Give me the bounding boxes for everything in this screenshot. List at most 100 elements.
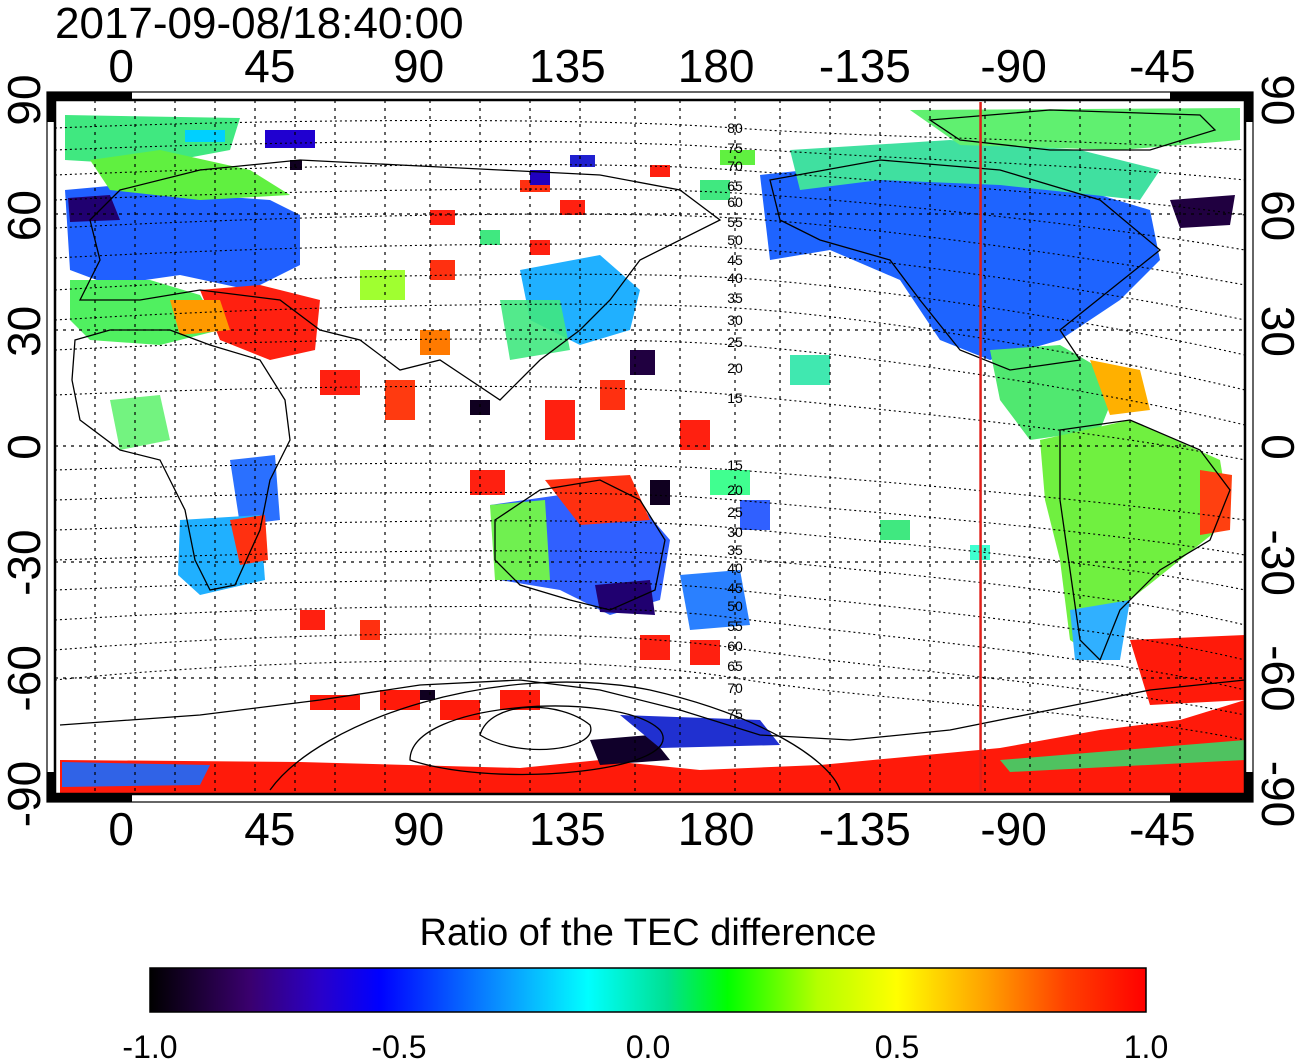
colorbar-tick-label: 0.0 [626, 1029, 670, 1064]
map-outer-frame [46, 91, 1254, 803]
contour-label: 45 [727, 580, 743, 596]
australia-north-red [545, 475, 650, 525]
contour-label: 70 [727, 158, 743, 174]
antarctic-blue-patch [620, 715, 780, 748]
top-longitude-ticks: 0 45 90 135 180 -135 -90 -45 [108, 40, 1195, 92]
contour-label: 30 [727, 524, 743, 540]
antarctica-coastline [59, 679, 1246, 741]
contour-label: 70 [727, 680, 743, 696]
right-tick-label: 60 [1252, 190, 1296, 241]
south-america-region [1040, 420, 1230, 660]
colorbar-title: Ratio of the TEC difference [420, 912, 877, 954]
bottom-tick-label: -90 [980, 803, 1046, 855]
central-america-green [990, 345, 1120, 440]
colorbar-tick-label: 0.5 [875, 1029, 919, 1064]
south-america-coastline [1059, 419, 1231, 662]
africa-coastline [71, 329, 291, 591]
bottom-longitude-ticks: 0 45 90 135 180 -135 -90 -45 [108, 803, 1195, 855]
contour-label: 35 [727, 542, 743, 558]
map-timestamp: 2017-09-08/18:40:00 [55, 0, 464, 48]
antarctic-green-strip [1000, 740, 1245, 772]
eurasia-dark-patch [68, 195, 120, 222]
colorbar-tick-label: 1.0 [1124, 1029, 1168, 1064]
colorbar-tick-label: -1.0 [122, 1029, 177, 1064]
contour-label: 40 [727, 560, 743, 576]
geomagnetic-contours [54, 119, 1246, 741]
contour-label: 20 [727, 482, 743, 498]
left-tick-label: -30 [0, 529, 50, 595]
scattered-pixel-patches [185, 130, 990, 720]
contour-label: 15 [727, 457, 743, 473]
scandinavia-green [90, 150, 290, 200]
right-tick-label: -30 [1252, 529, 1296, 595]
contour-label: 25 [727, 334, 743, 350]
bottom-tick-label: -45 [1129, 803, 1195, 855]
polar-loop-2 [409, 705, 664, 776]
colorbar-ticks: -1.0 -0.5 0.0 0.5 1.0 [122, 1029, 1168, 1064]
contour-label: 20 [727, 360, 743, 376]
australia-south-dark [595, 580, 655, 615]
contour-label: 45 [727, 252, 743, 268]
new-zealand-region [680, 570, 750, 630]
polar-loop-3 [269, 681, 841, 791]
bottom-tick-label: 45 [244, 803, 295, 855]
contour-label: 55 [727, 214, 743, 230]
right-tick-label: -60 [1252, 645, 1296, 711]
top-tick-label: -135 [819, 40, 911, 92]
contour-label: 60 [727, 194, 743, 210]
south-atlantic-red [1130, 635, 1245, 705]
colorbar [149, 967, 1147, 1013]
africa-east-blue [230, 455, 280, 525]
caribbean-orange [1090, 360, 1150, 415]
top-tick-label: 45 [244, 40, 295, 92]
arctic-green-band [65, 115, 240, 165]
north-america-coastline [769, 159, 1162, 371]
contour-label: 25 [727, 504, 743, 520]
contour-label: 40 [727, 270, 743, 286]
north-atlantic-dark [1170, 195, 1235, 228]
top-tick-label: -45 [1129, 40, 1195, 92]
contour-label: 50 [727, 598, 743, 614]
right-tick-label: 90 [1252, 74, 1296, 125]
bottom-tick-label: 135 [529, 803, 606, 855]
contour-label: 55 [727, 618, 743, 634]
map-frame [53, 98, 1247, 796]
right-tick-label: -90 [1252, 761, 1296, 827]
eurasia-coastline [78, 159, 722, 401]
top-tick-label: -90 [980, 40, 1046, 92]
left-tick-label: 60 [0, 190, 50, 241]
bottom-tick-label: -135 [819, 803, 911, 855]
africa-central-green [110, 395, 170, 450]
top-tick-label: 135 [529, 40, 606, 92]
graticule-grid [55, 100, 1245, 794]
africa-south-red [230, 515, 268, 565]
coastlines [59, 109, 1246, 791]
canada-green-region [790, 140, 1160, 200]
antarctic-high-ratio-region [60, 700, 1245, 794]
colorbar-tick-label: -0.5 [371, 1029, 426, 1064]
right-tick-label: 0 [1252, 434, 1296, 460]
south-america-east-red [1200, 470, 1232, 535]
top-tick-label: 180 [678, 40, 755, 92]
polar-loop-1 [479, 706, 592, 751]
north-america-region [760, 160, 1160, 360]
contour-label: 65 [727, 658, 743, 674]
contour-label: 75 [727, 140, 743, 156]
contour-label: 60 [727, 638, 743, 654]
eurasia-north-region [65, 185, 300, 290]
contour-labels: 8075706560555045403530252015152025303540… [727, 120, 743, 722]
greenland-green-region [910, 108, 1240, 150]
right-tick-label: 30 [1252, 306, 1296, 357]
bottom-tick-label: 180 [678, 803, 755, 855]
bottom-tick-label: 90 [393, 803, 444, 855]
left-tick-label: 0 [0, 434, 50, 460]
australia-west-green [490, 500, 550, 580]
left-tick-label: -60 [0, 645, 50, 711]
top-tick-label: 90 [393, 40, 444, 92]
contour-label: 80 [727, 120, 743, 136]
contour-label: 30 [727, 312, 743, 328]
left-tick-label: 30 [0, 306, 50, 357]
right-latitude-ticks: 90 60 30 0 -30 -60 -90 [1252, 74, 1296, 827]
top-tick-label: 0 [108, 40, 134, 92]
contour-label: 65 [727, 178, 743, 194]
